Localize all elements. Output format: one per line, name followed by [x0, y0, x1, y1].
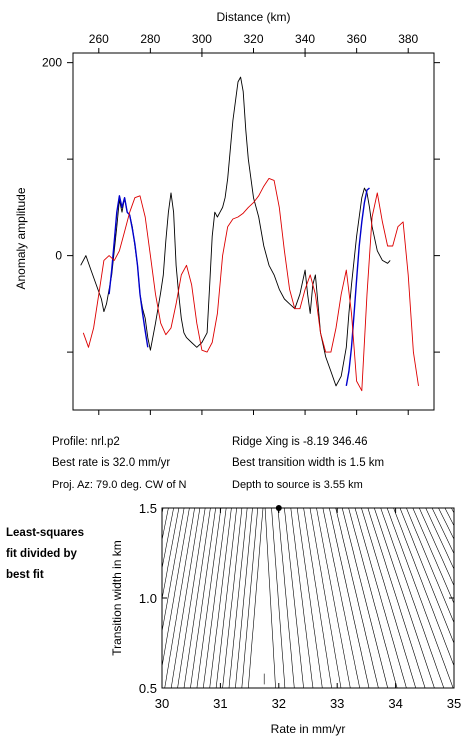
contour-line — [183, 508, 211, 688]
amplitude-tick-label: 0 — [55, 249, 62, 263]
contour-line — [296, 508, 323, 688]
contour-line — [170, 508, 201, 688]
amplitude-axis-label: Anomaly amplitude — [14, 187, 28, 289]
contour-line — [264, 508, 276, 688]
contour-line — [162, 508, 190, 669]
distance-tick-label: 340 — [295, 32, 315, 46]
contour-line — [303, 508, 332, 688]
contour-line — [341, 508, 388, 688]
contour-line — [277, 508, 295, 688]
contour-line — [335, 508, 379, 688]
contour-line — [406, 508, 454, 624]
rate-tick-label: 33 — [330, 696, 344, 711]
contour-line — [354, 508, 407, 688]
distance-tick-label: 380 — [398, 32, 418, 46]
contour-line — [222, 508, 243, 688]
distance-tick-label: 260 — [89, 32, 109, 46]
anomaly-plot-frame — [72, 52, 435, 411]
rate-axis-label: Rate in mm/yr — [271, 722, 346, 736]
contour-line — [438, 508, 454, 540]
rate-tick-label: 35 — [447, 696, 461, 711]
depth-to-source-text: Depth to source is 3.55 km — [232, 479, 363, 491]
width-axis-ticks: 0.5 1.0 1.5 — [139, 501, 454, 696]
contour-line — [367, 508, 426, 688]
rate-tick-label: 34 — [388, 696, 402, 711]
observed-anomaly-line — [80, 76, 391, 387]
contour-caption-line-3: best fit — [6, 569, 44, 581]
contour-line — [425, 508, 454, 570]
contour-line — [322, 508, 360, 688]
fit-window-line-1 — [108, 195, 149, 348]
best-fit-point — [275, 505, 282, 511]
anomaly-series — [80, 76, 419, 392]
amplitude-tick-label: 200 — [42, 56, 62, 70]
contour-line — [361, 508, 416, 688]
contour-line — [290, 508, 314, 688]
contour-line — [190, 508, 216, 688]
contour-line — [329, 508, 370, 688]
contour-caption-line-2: fit divided by — [6, 548, 77, 560]
contour-caption-line-1: Least-squares — [6, 527, 84, 539]
contour-caption: Least-squares fit divided by best fit — [6, 523, 84, 586]
contour-line — [215, 508, 237, 688]
width-tick-label: 0.5 — [139, 681, 157, 696]
contour-line — [380, 508, 445, 688]
rate-tick-label: 31 — [213, 696, 227, 711]
contour-line — [386, 508, 454, 688]
contour-line — [348, 508, 398, 688]
distance-axis-ticks: 260 280 300 320 340 360 380 — [89, 32, 419, 415]
distance-tick-label: 320 — [243, 32, 263, 46]
width-tick-label: 1.5 — [139, 501, 157, 516]
contour-line — [241, 508, 258, 688]
fit-window-line-2 — [345, 187, 370, 387]
model-anomaly-line — [82, 177, 419, 392]
projection-azimuth-text: Proj. Az: 79.0 deg. CW of N — [52, 479, 187, 491]
contour-line — [162, 508, 174, 571]
contour-line — [419, 508, 454, 587]
contour-line — [431, 508, 454, 555]
best-transition-width-text: Best transition width is 1.5 km — [232, 457, 385, 469]
contour-line — [196, 508, 222, 688]
contour-line — [248, 508, 264, 688]
profile-name-text: Profile: nrl.p2 — [52, 436, 120, 448]
contour-line — [271, 508, 286, 688]
contour-line — [284, 508, 304, 688]
rate-tick-label: 30 — [155, 696, 169, 711]
width-axis-label: Transition width in km — [110, 540, 124, 656]
distance-tick-label: 360 — [347, 32, 367, 46]
contour-line — [444, 508, 454, 527]
contour-line — [209, 508, 232, 688]
contour-line — [393, 508, 454, 667]
contour-line — [162, 508, 185, 634]
contour-line — [203, 508, 227, 688]
best-rate-text: Best rate is 32.0 mm/yr — [52, 457, 171, 469]
contour-line — [235, 508, 253, 688]
misfit-contour-chart: 30 31 32 33 34 35 0.5 1.0 1.5 Rate in mm/yr Tra… — [110, 501, 461, 736]
contour-line — [374, 508, 435, 688]
contour-line — [316, 508, 351, 688]
distance-tick-label: 300 — [192, 32, 212, 46]
rate-tick-label: 32 — [272, 696, 286, 711]
contour-line — [412, 508, 454, 605]
distance-axis-label: Distance (km) — [216, 10, 290, 24]
contour-line — [177, 508, 206, 688]
rate-axis-ticks: 30 31 32 33 34 35 — [155, 508, 461, 711]
contour-line — [309, 508, 342, 688]
contour-line — [164, 508, 195, 688]
ridge-crossing-text: Ridge Xing is -8.19 346.46 — [232, 436, 368, 448]
contour-line — [399, 508, 454, 645]
contour-line — [228, 508, 248, 688]
width-tick-label: 1.0 — [139, 591, 157, 606]
distance-tick-label: 280 — [140, 32, 160, 46]
